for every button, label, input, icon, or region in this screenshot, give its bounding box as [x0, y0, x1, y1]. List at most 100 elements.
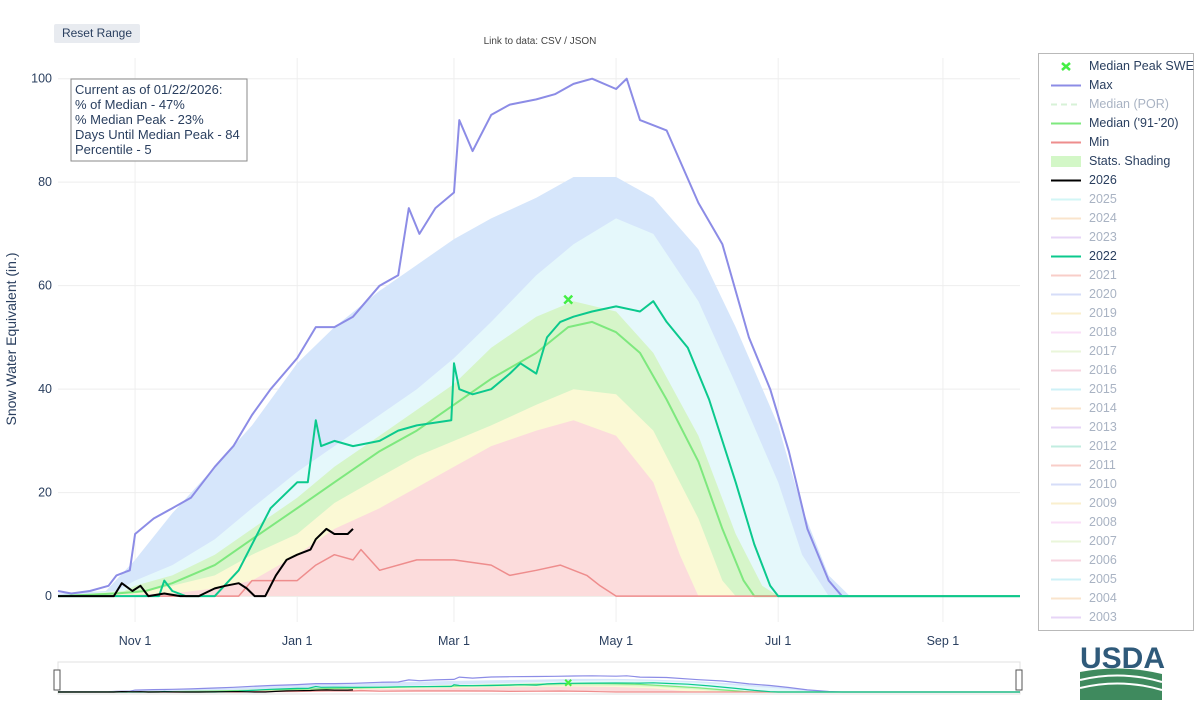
range-slider-preview: [57, 675, 1020, 693]
legend-label: 2019: [1089, 306, 1117, 320]
legend-swatch: [1061, 62, 1071, 71]
legend-label: 2007: [1089, 534, 1117, 548]
p10-band: [58, 420, 699, 597]
legend-swatch: [1051, 445, 1081, 448]
legend-label: 2023: [1089, 230, 1117, 244]
legend-item-median-por-[interactable]: Median (POR): [1047, 95, 1193, 114]
y-tick-label: 40: [38, 382, 52, 396]
legend-swatch: [1051, 426, 1081, 429]
legend-label: 2013: [1089, 420, 1117, 434]
legend-item-2023[interactable]: 2023: [1047, 228, 1193, 247]
y-tick-label: 60: [38, 279, 52, 293]
stats-shading: [58, 177, 850, 597]
series-lines: [57, 77, 1020, 598]
legend-item-median-91-20-[interactable]: Median ('91-'20): [1047, 114, 1193, 133]
legend-item-2015[interactable]: 2015: [1047, 380, 1193, 399]
legend-item-2017[interactable]: 2017: [1047, 342, 1193, 361]
x-tick-label: May 1: [599, 634, 633, 648]
series-line-min: [58, 548, 1020, 597]
x-tick-label: Nov 1: [119, 634, 152, 648]
legend-swatch: [1051, 521, 1081, 524]
legend-item-2012[interactable]: 2012: [1047, 437, 1193, 456]
legend-swatch: [1051, 464, 1081, 467]
legend-item-2005[interactable]: 2005: [1047, 570, 1193, 589]
legend-item-2007[interactable]: 2007: [1047, 532, 1193, 551]
legend: Median Peak SWE Max Median (POR) Median ('9…: [1038, 53, 1194, 631]
info-line: % Median Peak - 23%: [75, 112, 204, 127]
legend-swatch: [1051, 84, 1081, 87]
legend-item-2011[interactable]: 2011: [1047, 456, 1193, 475]
legend-item-max[interactable]: Max: [1047, 76, 1193, 95]
info-line: Days Until Median Peak - 84: [75, 127, 240, 142]
legend-item-2008[interactable]: 2008: [1047, 513, 1193, 532]
legend-swatch: [1051, 502, 1081, 505]
legend-item-2024[interactable]: 2024: [1047, 209, 1193, 228]
legend-swatch: [1051, 293, 1081, 296]
legend-item-2016[interactable]: 2016: [1047, 361, 1193, 380]
range-handle-right[interactable]: [1015, 669, 1023, 691]
series-line-2022: [58, 300, 1020, 598]
legend-label: Median Peak SWE: [1089, 59, 1194, 73]
legend-label: Median (POR): [1089, 97, 1169, 111]
legend-item-2025[interactable]: 2025: [1047, 190, 1193, 209]
median-peak-marker: [563, 294, 574, 305]
legend-label: 2011: [1089, 458, 1116, 472]
legend-label: 2006: [1089, 553, 1117, 567]
legend-label: 2024: [1089, 211, 1117, 225]
series-line-2026: [58, 527, 354, 598]
x-tick-label: Sep 1: [927, 634, 960, 648]
legend-swatch: [1051, 141, 1081, 144]
y-tick-label: 0: [45, 589, 52, 603]
legend-item-2010[interactable]: 2010: [1047, 475, 1193, 494]
legend-item-2020[interactable]: 2020: [1047, 285, 1193, 304]
legend-swatch: [1051, 388, 1081, 391]
info-box: Current as of 01/22/2026: % of Median - …: [70, 78, 248, 162]
legend-label: Max: [1089, 78, 1113, 92]
mini-median-peak-marker: [564, 679, 572, 687]
legend-swatch: [1051, 331, 1081, 334]
legend-item-2018[interactable]: 2018: [1047, 323, 1193, 342]
range-slider[interactable]: [53, 661, 1023, 695]
markers: [563, 294, 574, 305]
legend-item-2013[interactable]: 2013: [1047, 418, 1193, 437]
data-link[interactable]: Link to data: CSV / JSON: [483, 36, 597, 47]
legend-label: 2003: [1089, 610, 1117, 624]
legend-swatch: [1051, 407, 1081, 410]
legend-item-2003[interactable]: 2003: [1047, 608, 1193, 627]
legend-item-2009[interactable]: 2009: [1047, 494, 1193, 513]
legend-label: 2021: [1089, 268, 1117, 282]
legend-item-2026[interactable]: 2026: [1047, 171, 1193, 190]
legend-label: 2025: [1089, 192, 1117, 206]
series-line-median-91-20-: [57, 320, 1020, 598]
reset-range-button[interactable]: Reset Range: [54, 24, 140, 43]
legend-label: Stats. Shading: [1089, 154, 1171, 168]
legend-swatch: [1051, 597, 1081, 600]
legend-label: 2017: [1089, 344, 1117, 358]
info-line: % of Median - 47%: [75, 97, 185, 112]
legend-item-2004[interactable]: 2004: [1047, 589, 1193, 608]
legend-item-2006[interactable]: 2006: [1047, 551, 1193, 570]
legend-label: 2014: [1089, 401, 1117, 415]
legend-swatch: [1051, 274, 1081, 277]
legend-item-median-peak-swe[interactable]: Median Peak SWE: [1047, 57, 1194, 76]
range-handle-left[interactable]: [53, 669, 61, 691]
legend-item-2021[interactable]: 2021: [1047, 266, 1193, 285]
x-tick-label: Jan 1: [282, 634, 313, 648]
y-tick-label: 20: [38, 486, 52, 500]
info-line: Current as of 01/22/2026:: [75, 82, 222, 97]
legend-item-2022[interactable]: 2022: [1047, 247, 1193, 266]
legend-item-stats-shading[interactable]: Stats. Shading: [1047, 152, 1193, 171]
legend-swatch: [1051, 217, 1081, 220]
legend-swatch: [1051, 616, 1081, 619]
legend-swatch: [1051, 483, 1081, 486]
legend-label: Median ('91-'20): [1089, 116, 1179, 130]
legend-item-2014[interactable]: 2014: [1047, 399, 1193, 418]
x-tick-label: Jul 1: [765, 634, 791, 648]
legend-item-min[interactable]: Min: [1047, 133, 1193, 152]
legend-label: 2012: [1089, 439, 1117, 453]
legend-label: 2004: [1089, 591, 1117, 605]
legend-swatch: [1051, 312, 1081, 315]
y-axis: 0 20 40 60 80 100: [31, 72, 52, 603]
legend-item-2019[interactable]: 2019: [1047, 304, 1193, 323]
